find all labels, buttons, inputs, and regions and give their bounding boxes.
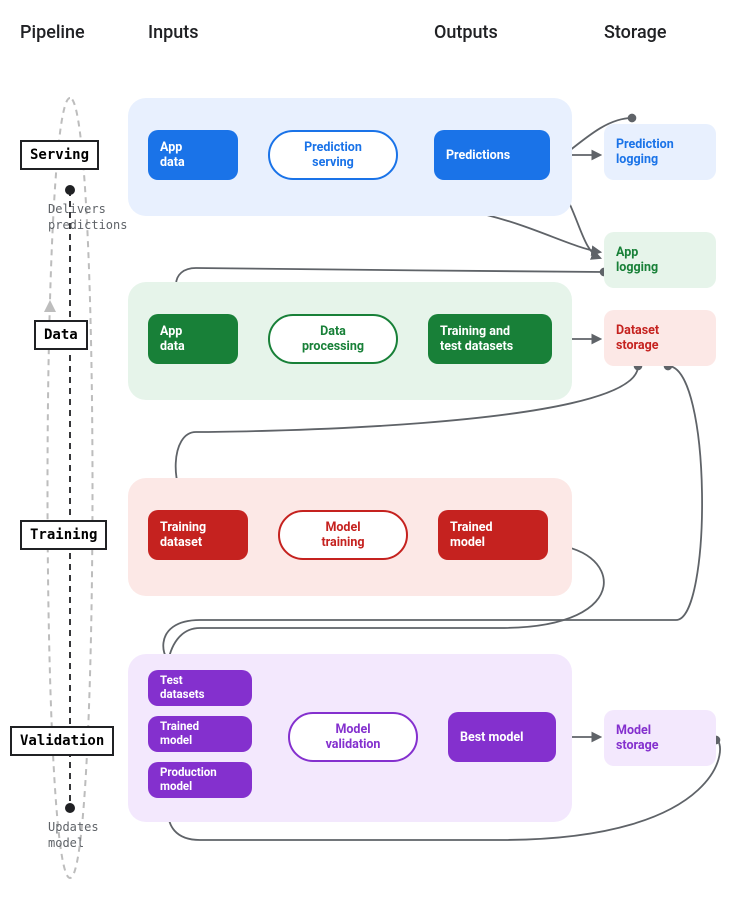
serving-pred_log-node: Prediction logging — [604, 124, 716, 180]
column-headers: Pipeline Inputs Outputs Storage — [0, 0, 742, 30]
validation-mstorage-node: Model storage — [604, 710, 716, 766]
validation-best-node: Best model — [448, 712, 556, 762]
serving-app_log-node: App logging — [604, 232, 716, 288]
validation-stage-note: Updates model — [48, 820, 99, 851]
training-train_ds-node: Training dataset — [148, 510, 248, 560]
data-stage-label: Data — [34, 320, 88, 350]
serving-stage-label: Serving — [20, 140, 99, 170]
validation-test_ds-node: Test datasets — [148, 670, 252, 706]
serving-app_data-node: App data — [148, 130, 238, 180]
data-ds_storage-node: Dataset storage — [604, 310, 716, 366]
serving-stage-note: Delivers predictions — [48, 202, 127, 233]
header-inputs: Inputs — [148, 22, 199, 43]
serving-serving_pill-node: Prediction serving — [268, 130, 398, 180]
data-datasets-node: Training and test datasets — [428, 314, 552, 364]
validation-stage-label: Validation — [10, 726, 114, 756]
training-train_pill-node: Model training — [278, 510, 408, 560]
header-storage: Storage — [604, 22, 667, 43]
header-outputs: Outputs — [434, 22, 498, 43]
validation-trained_m-node: Trained model — [148, 716, 252, 752]
data-app_data-node: App data — [148, 314, 238, 364]
training-trained-node: Trained model — [438, 510, 548, 560]
validation-val_pill-node: Model validation — [288, 712, 418, 762]
validation-prod_m-node: Production model — [148, 762, 252, 798]
training-stage-label: Training — [20, 520, 107, 550]
serving-predictions-node: Predictions — [434, 130, 550, 180]
header-pipeline: Pipeline — [20, 22, 85, 43]
data-proc_pill-node: Data processing — [268, 314, 398, 364]
